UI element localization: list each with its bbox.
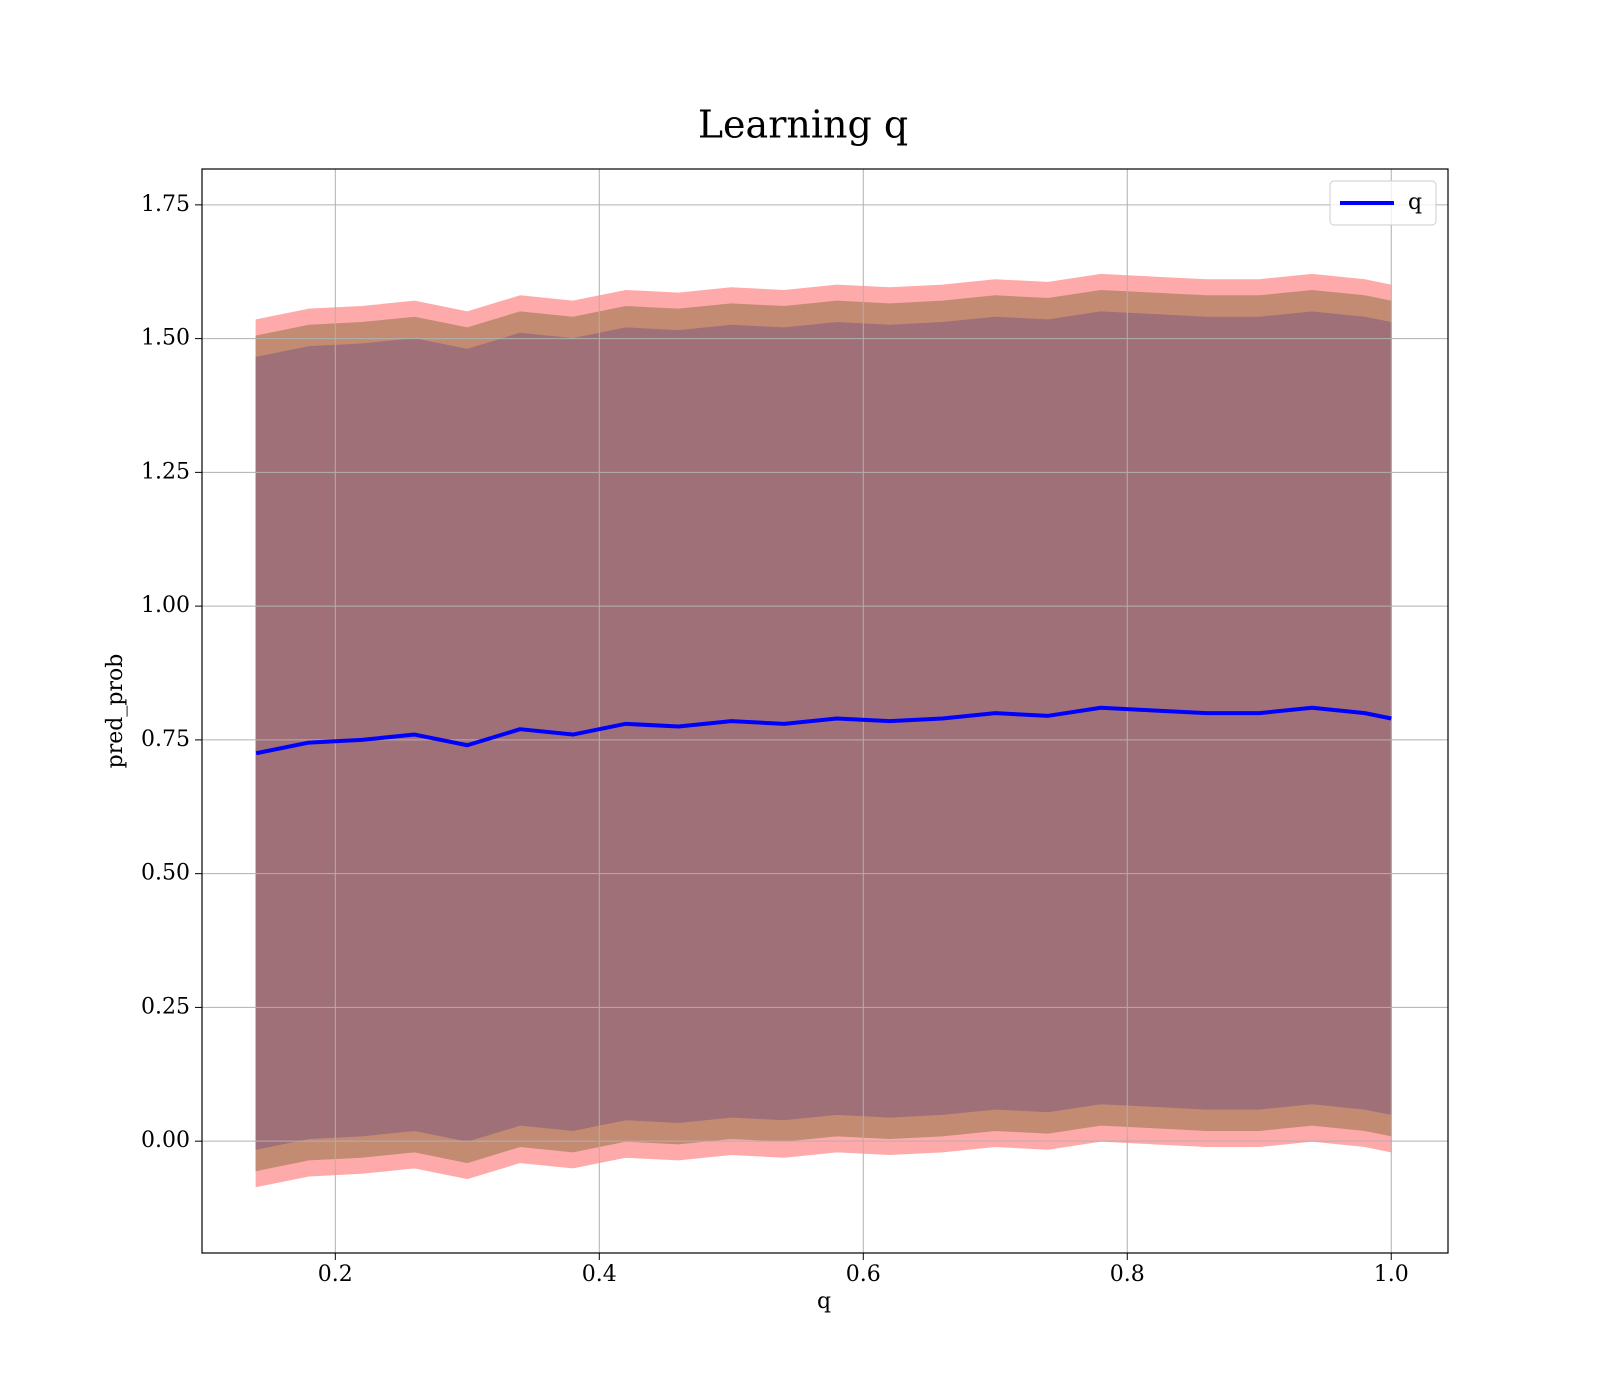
legend-label: q: [1408, 190, 1422, 215]
y-tick-label: 0.00: [141, 1128, 190, 1153]
y-tick-label: 1.00: [141, 593, 190, 618]
x-tick-label: 1.0: [1374, 1262, 1409, 1287]
y-tick-label: 1.50: [141, 326, 190, 351]
y-axis-label: pred_prob: [103, 654, 128, 769]
x-tick-label: 0.2: [318, 1262, 353, 1287]
y-tick-label: 1.75: [141, 192, 190, 217]
y-tick-label: 0.50: [141, 861, 190, 886]
plot-frame: [201, 168, 1449, 1254]
x-tick-label: 0.4: [582, 1262, 617, 1287]
y-tick-label: 0.75: [141, 727, 190, 752]
line: [255, 705, 1392, 756]
y-tick-label: 1.25: [141, 459, 190, 484]
band: [255, 311, 1392, 1150]
x-tick-label: 0.8: [1110, 1262, 1145, 1287]
x-axis-label: q: [817, 1289, 831, 1314]
y-tick-label: 0.25: [141, 994, 190, 1019]
x-tick-label: 0.6: [846, 1262, 881, 1287]
chart-title: Learning q: [698, 103, 908, 147]
